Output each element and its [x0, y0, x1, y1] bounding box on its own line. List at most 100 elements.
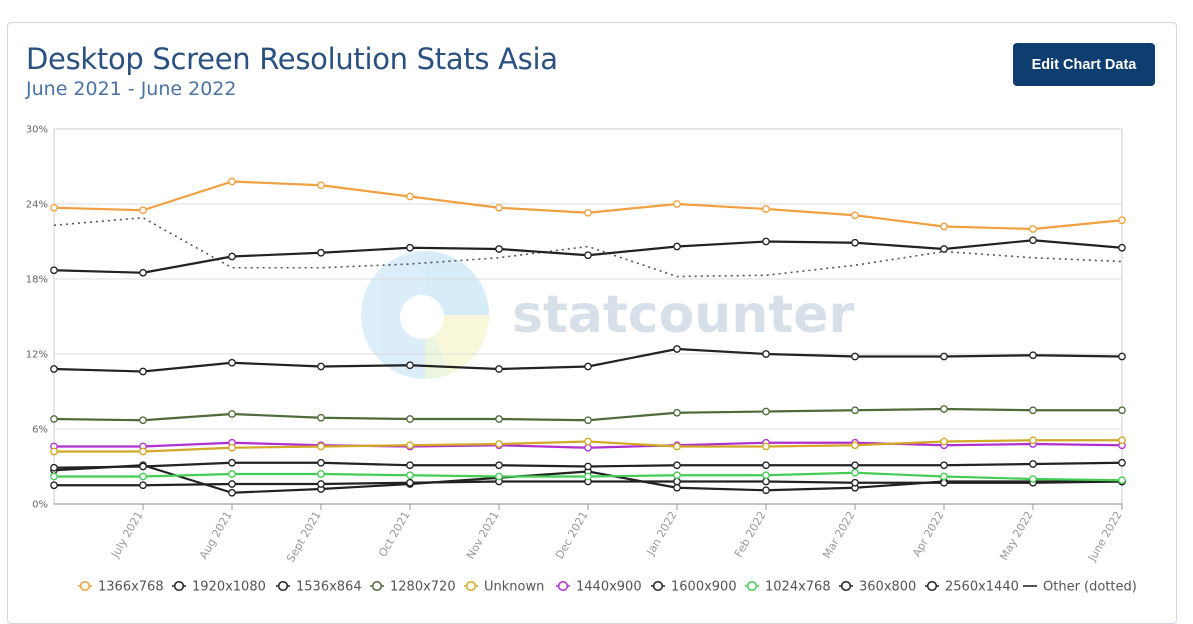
series-point — [584, 251, 592, 260]
legend-circle-marker — [79, 580, 91, 592]
series-point — [1029, 351, 1037, 360]
series-point — [50, 266, 58, 275]
series-point — [139, 472, 147, 481]
series-point — [584, 208, 592, 217]
series-point — [228, 480, 236, 488]
y-tick-label: 0% — [32, 500, 48, 511]
series-point — [762, 471, 770, 480]
x-tick-label: Dec 2021 — [553, 509, 591, 561]
legend-circle-marker — [465, 580, 477, 592]
legend-circle-marker — [371, 580, 383, 592]
series-point — [940, 405, 948, 413]
series-point — [1029, 436, 1037, 445]
legend-item: Other (dotted) — [1023, 580, 1137, 595]
series-point — [317, 248, 325, 257]
x-tick-label: Aug 2021 — [197, 509, 235, 561]
series-point — [940, 437, 948, 446]
series-point — [1118, 476, 1126, 485]
series-point — [406, 243, 414, 252]
legend-item: 1024x768 — [745, 580, 831, 595]
series-point — [317, 181, 325, 190]
series-point — [50, 472, 58, 481]
legend-item: 2560x1440 — [925, 580, 1019, 595]
series-point — [50, 481, 58, 490]
series-point — [584, 416, 592, 425]
legend-item: 360x800 — [839, 580, 916, 595]
series-point — [584, 462, 592, 471]
series-point — [406, 478, 414, 487]
legend-item: 1600x900 — [651, 580, 737, 595]
series-point — [673, 442, 681, 451]
edit-chart-data-button[interactable]: Edit Chart Data — [1013, 43, 1155, 86]
series-point — [139, 206, 147, 215]
legend-circle-marker — [173, 580, 185, 592]
series-point — [317, 480, 325, 488]
series-point — [673, 408, 681, 417]
y-tick-label: 6% — [32, 425, 48, 436]
series-point — [762, 237, 770, 246]
legend-circle-marker — [746, 580, 758, 592]
series-point — [851, 238, 859, 247]
series-point — [673, 477, 681, 486]
series-point — [139, 447, 147, 456]
page-title: Desktop Screen Resolution Stats Asia — [26, 42, 558, 76]
series-point — [50, 447, 58, 456]
series-point — [851, 461, 859, 470]
series-point — [940, 472, 948, 481]
series-point — [406, 471, 414, 480]
y-tick-label: 30% — [26, 125, 48, 136]
legend-item: 1536x864 — [276, 580, 362, 595]
series-point — [584, 437, 592, 446]
x-tick-label: May 2022 — [997, 509, 1035, 562]
series-point — [50, 203, 58, 212]
series-point — [317, 470, 325, 478]
series-point — [940, 222, 948, 231]
legend-item: 1366x768 — [78, 580, 164, 595]
series-point — [406, 461, 414, 470]
series-point — [673, 483, 681, 492]
x-tick-label: Sept 2021 — [284, 509, 324, 564]
series-point — [762, 477, 770, 486]
series-point — [406, 415, 414, 423]
chart-legend: 1366x768 1920x1080 1536x864 1280x720 Unknown… — [78, 580, 1137, 595]
legend-label: Other (dotted) — [1043, 580, 1137, 595]
series-point — [406, 361, 414, 370]
legend-circle-marker — [277, 580, 289, 592]
series-point — [228, 488, 236, 497]
series-point — [1029, 460, 1037, 468]
series-point — [317, 413, 325, 422]
x-tick-label: Mar 2022 — [820, 509, 857, 561]
series-point — [1118, 243, 1126, 252]
series-point — [495, 440, 503, 448]
series-point — [940, 352, 948, 361]
legend-item: 1280x720 — [370, 580, 456, 595]
series-point — [50, 415, 58, 423]
series-point — [228, 252, 236, 261]
legend-label: 360x800 — [859, 580, 916, 595]
series-point — [228, 470, 236, 478]
series-point — [584, 472, 592, 481]
legend-label: 1366x768 — [98, 580, 164, 595]
series-point — [50, 463, 58, 472]
series-point — [1029, 236, 1037, 245]
x-tick-label: Apr 2022 — [910, 509, 947, 559]
x-tick-label: Feb 2022 — [732, 509, 769, 560]
series-point — [673, 461, 681, 470]
x-tick-label: Jan 2022 — [644, 509, 680, 558]
series-point — [673, 200, 681, 208]
x-tick-label: July 2021 — [108, 509, 145, 561]
series-point — [228, 443, 236, 452]
series-point — [495, 461, 503, 470]
series-point — [1118, 216, 1126, 225]
series-point — [851, 406, 859, 415]
series-point — [139, 416, 147, 425]
legend-label: Unknown — [484, 580, 544, 595]
y-tick-label: 18% — [26, 275, 48, 286]
series-point — [673, 345, 681, 353]
series-point — [495, 245, 503, 253]
series-point — [1118, 352, 1126, 361]
legend-item: 1440x900 — [556, 580, 642, 595]
watermark-text: statcounter — [512, 285, 854, 345]
series-point — [495, 203, 503, 212]
series-point — [673, 242, 681, 251]
